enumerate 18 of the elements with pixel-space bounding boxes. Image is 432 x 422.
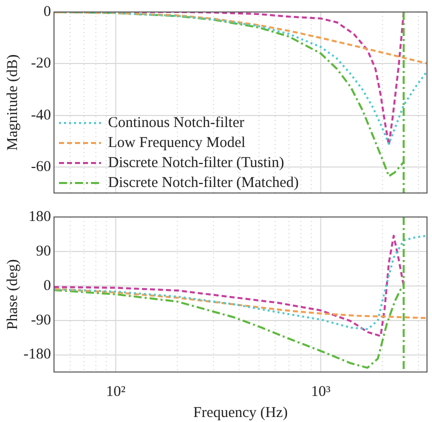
y-axis-title: Phase (deg) <box>4 259 21 330</box>
y-axis-title: Magnitude (dB) <box>4 54 21 151</box>
x-axis-title: Frequency (Hz) <box>193 404 288 421</box>
y-tick-label: -90 <box>31 312 51 328</box>
x-tick-label: 10² <box>106 384 126 400</box>
y-tick-label: -40 <box>31 107 51 124</box>
y-tick-label: 180 <box>28 208 51 225</box>
y-tick-label: 0 <box>44 278 51 294</box>
legend-label: Discrete Notch-filter (Tustin) <box>108 154 284 172</box>
y-tick-label: -180 <box>24 346 51 363</box>
y-tick-label: -20 <box>31 56 51 72</box>
legend-label: Discrete Notch-filter (Matched) <box>108 174 299 192</box>
legend-label: Continous Notch-filter <box>108 114 244 132</box>
y-tick-label: 0 <box>44 4 51 20</box>
y-tick-label: 90 <box>36 243 51 260</box>
legend-label: Low Frequency Model <box>108 134 246 152</box>
y-tick-label: -60 <box>31 159 51 176</box>
x-tick-label: 10³ <box>310 384 331 400</box>
